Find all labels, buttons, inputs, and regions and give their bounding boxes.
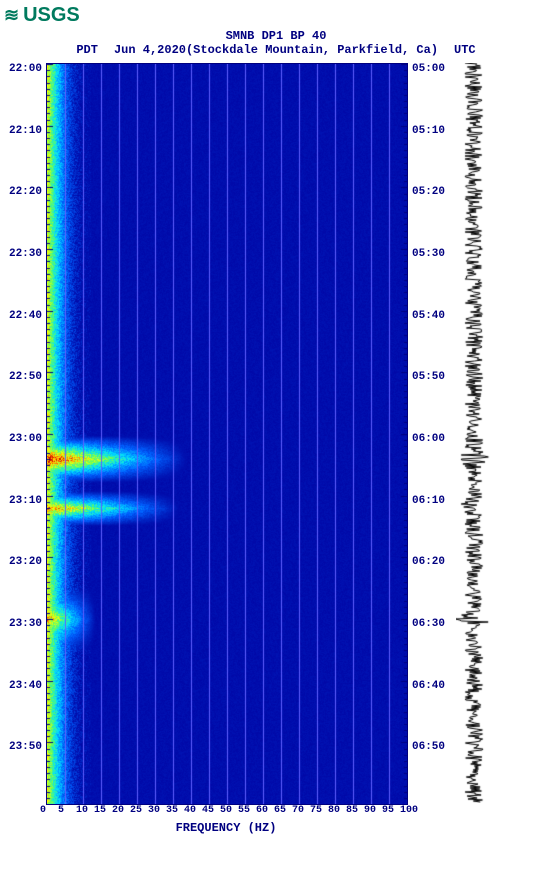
pdt-tick: 23:30: [4, 618, 42, 630]
freq-tick: 5: [58, 805, 64, 816]
spectrogram-panel: [46, 63, 408, 805]
right-timezone: UTC: [454, 43, 476, 57]
pdt-tick: 22:50: [4, 371, 42, 383]
plot-area: 22:00 22:10 22:20 22:30 22:40 22:50 23:00 23:10…: [4, 63, 548, 805]
logo-text: USGS: [23, 4, 80, 27]
pdt-tick: 22:00: [4, 63, 42, 75]
freq-tick: 30: [148, 805, 160, 816]
pdt-tick: 22:30: [4, 248, 42, 260]
freq-tick: 70: [292, 805, 304, 816]
utc-tick: 06:40: [412, 680, 450, 692]
seismogram-canvas: [456, 63, 492, 803]
freq-tick: 40: [184, 805, 196, 816]
freq-tick: 95: [382, 805, 394, 816]
date-station: Jun 4,2020(Stockdale Mountain, Parkfield…: [114, 43, 438, 57]
freq-tick: 20: [112, 805, 124, 816]
plot-header: SMNB DP1 BP 40 PDT Jun 4,2020(Stockdale …: [4, 29, 548, 57]
utc-tick: 05:30: [412, 248, 450, 260]
utc-tick: 05:10: [412, 125, 450, 137]
freq-tick: 100: [400, 805, 418, 816]
utc-tick: 06:20: [412, 556, 450, 568]
frequency-label: FREQUENCY (HZ): [46, 821, 406, 835]
freq-tick: 80: [328, 805, 340, 816]
freq-tick: 90: [364, 805, 376, 816]
pdt-tick: 23:00: [4, 433, 42, 445]
frequency-ticks: 0510152025303540455055606570758085909510…: [46, 805, 406, 819]
freq-tick: 65: [274, 805, 286, 816]
freq-tick: 25: [130, 805, 142, 816]
utc-tick: 06:30: [412, 618, 450, 630]
seismogram-panel: [456, 63, 496, 805]
utc-tick: 06:50: [412, 741, 450, 753]
spectrogram-canvas: [46, 63, 408, 805]
pdt-tick: 23:40: [4, 680, 42, 692]
utc-tick: 06:00: [412, 433, 450, 445]
utc-tick: 05:40: [412, 310, 450, 322]
freq-tick: 55: [238, 805, 250, 816]
freq-tick: 60: [256, 805, 268, 816]
freq-tick: 75: [310, 805, 322, 816]
pdt-tick: 23:20: [4, 556, 42, 568]
freq-tick: 35: [166, 805, 178, 816]
freq-tick: 85: [346, 805, 358, 816]
station-channel: SMNB DP1 BP 40: [4, 29, 548, 43]
utc-tick: 06:10: [412, 495, 450, 507]
freq-tick: 10: [76, 805, 88, 816]
utc-tick: 05:20: [412, 186, 450, 198]
logo-wave-icon: ≋: [4, 5, 19, 26]
freq-tick: 45: [202, 805, 214, 816]
freq-tick: 15: [94, 805, 106, 816]
freq-tick: 50: [220, 805, 232, 816]
usgs-logo: ≋ USGS: [4, 4, 548, 27]
frequency-axis: 0510152025303540455055606570758085909510…: [46, 805, 406, 835]
pdt-tick: 22:10: [4, 125, 42, 137]
pdt-tick: 22:40: [4, 310, 42, 322]
pdt-tick: 22:20: [4, 186, 42, 198]
freq-tick: 0: [40, 805, 46, 816]
pdt-tick: 23:50: [4, 741, 42, 753]
pdt-time-axis: 22:00 22:10 22:20 22:30 22:40 22:50 23:00 23:10…: [4, 63, 46, 803]
utc-tick: 05:00: [412, 63, 450, 75]
utc-time-axis: 05:00 05:10 05:20 05:30 05:40 05:50 06:00 06:10…: [408, 63, 450, 803]
pdt-tick: 23:10: [4, 495, 42, 507]
left-timezone: PDT: [76, 43, 98, 57]
utc-tick: 05:50: [412, 371, 450, 383]
